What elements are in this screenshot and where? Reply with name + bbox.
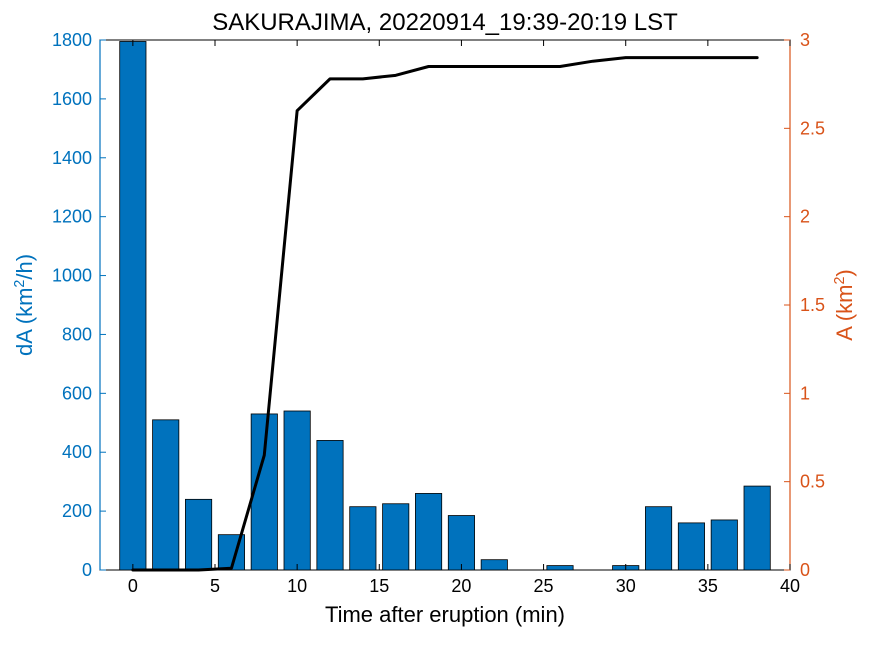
- x-axis-label: Time after eruption (min): [325, 602, 565, 627]
- x-tick-label: 30: [616, 576, 636, 596]
- x-tick-label: 40: [780, 576, 800, 596]
- yR-tick-label: 3: [800, 30, 810, 50]
- x-tick-label: 15: [369, 576, 389, 596]
- yL-tick-label: 1800: [52, 30, 92, 50]
- x-tick-label: 25: [534, 576, 554, 596]
- bar: [383, 504, 409, 570]
- bar: [711, 520, 737, 570]
- yL-tick-label: 1600: [52, 89, 92, 109]
- yL-tick-label: 1200: [52, 207, 92, 227]
- yL-tick-label: 600: [62, 383, 92, 403]
- yR-tick-label: 2.5: [800, 118, 825, 138]
- bar: [284, 411, 310, 570]
- yL-tick-label: 400: [62, 442, 92, 462]
- chart-svg: 0510152025303540020040060080010001200140…: [0, 0, 875, 656]
- bar: [678, 523, 704, 570]
- x-tick-label: 10: [287, 576, 307, 596]
- chart-title: SAKURAJIMA, 20220914_19:39-20:19 LST: [212, 9, 678, 36]
- bar: [415, 493, 441, 570]
- line-series: [133, 58, 757, 570]
- yL-tick-label: 1400: [52, 148, 92, 168]
- yL-tick-label: 1000: [52, 266, 92, 286]
- bar: [744, 486, 770, 570]
- bar: [547, 566, 573, 570]
- yR-tick-label: 0: [800, 560, 810, 580]
- bar: [481, 560, 507, 570]
- yL-tick-label: 200: [62, 501, 92, 521]
- bar: [153, 420, 179, 570]
- plot-frame: [100, 40, 790, 570]
- x-tick-label: 5: [210, 576, 220, 596]
- x-tick-label: 20: [451, 576, 471, 596]
- yR-tick-label: 1: [800, 383, 810, 403]
- yR-tick-label: 0.5: [800, 472, 825, 492]
- x-tick-label: 0: [128, 576, 138, 596]
- bar: [645, 507, 671, 570]
- bar: [350, 507, 376, 570]
- bar: [120, 41, 146, 570]
- bars-group: [120, 41, 771, 570]
- yL-tick-label: 0: [82, 560, 92, 580]
- bar: [448, 516, 474, 570]
- yR-tick-label: 2: [800, 207, 810, 227]
- x-tick-label: 35: [698, 576, 718, 596]
- yR-tick-label: 1.5: [800, 295, 825, 315]
- chart-container: 0510152025303540020040060080010001200140…: [0, 0, 875, 656]
- y-left-axis-label: dA (km2/h): [12, 254, 37, 356]
- bar: [317, 440, 343, 570]
- yL-tick-label: 800: [62, 324, 92, 344]
- bar: [185, 499, 211, 570]
- y-right-axis-label: A (km2): [832, 269, 857, 341]
